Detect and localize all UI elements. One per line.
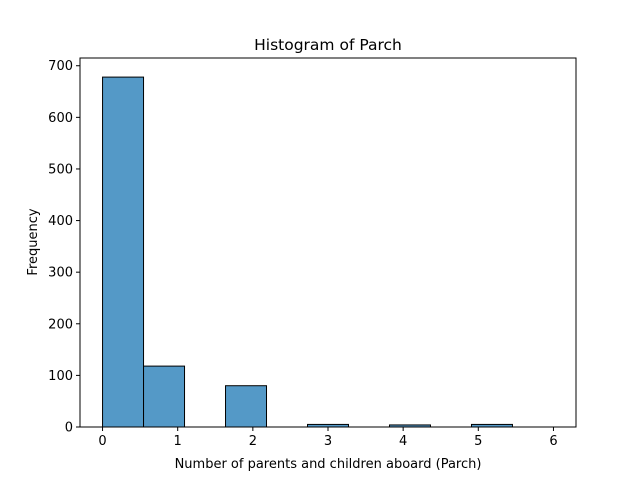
y-axis-label: Frequency [26,208,41,275]
x-tick-label: 2 [249,434,257,449]
histogram-bar [225,385,268,428]
y-axis-ticks: 0 100 200 300 400 500 600 700 [48,59,80,436]
histogram-bar [143,365,186,428]
x-axis-label: Number of parents and children aboard (P… [175,457,482,472]
x-tick-label: 4 [399,434,407,449]
y-tick-label: 700 [48,59,73,74]
y-tick-label: 100 [48,369,73,384]
y-tick-label: 600 [48,111,73,126]
y-tick-label: 400 [48,214,73,229]
x-tick-label: 1 [174,434,182,449]
x-tick-label: 0 [98,434,106,449]
y-tick-label: 200 [48,317,73,332]
y-tick-label: 300 [48,266,73,281]
bars-group [102,76,513,428]
x-axis-ticks: 0 1 2 3 4 5 6 [98,427,558,449]
histogram-bar [102,76,145,428]
y-tick-label: 0 [65,421,73,436]
x-tick-label: 3 [324,434,332,449]
chart-title: Histogram of Parch [254,36,402,54]
x-tick-label: 5 [474,434,482,449]
x-tick-label: 6 [549,434,557,449]
y-tick-label: 500 [48,162,73,177]
